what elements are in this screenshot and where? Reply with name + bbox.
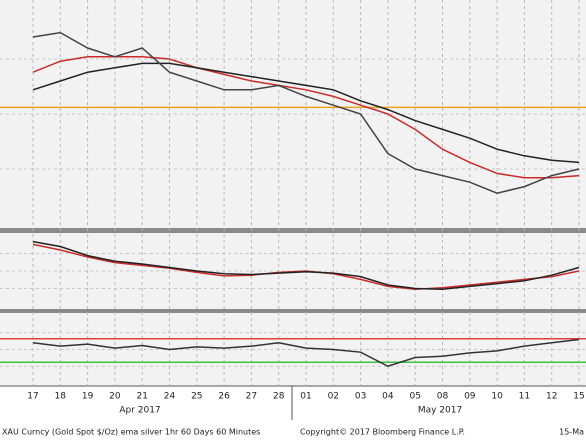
month-label: Apr 2017 — [119, 406, 160, 416]
footer-center: Copyright© 2017 Bloomberg Finance L.P. — [300, 428, 465, 437]
x-tick-label: 24 — [164, 392, 176, 402]
x-tick-label: 11 — [519, 392, 530, 402]
x-tick-label: 15 — [573, 392, 584, 402]
x-tick-label: 17 — [27, 392, 38, 402]
plot-background — [0, 0, 586, 386]
x-tick-label: 19 — [82, 392, 94, 402]
x-tick-label: 02 — [328, 392, 339, 402]
series-line — [32, 56, 580, 179]
x-tick-label: 09 — [464, 392, 476, 402]
x-tick-label: 25 — [191, 392, 202, 402]
x-tick-label: 03 — [355, 392, 366, 402]
panel-separator — [0, 309, 586, 313]
x-tick-label: 10 — [491, 392, 503, 402]
series-line — [32, 62, 580, 164]
x-tick-label: 26 — [218, 392, 230, 402]
series-line — [32, 31, 580, 194]
x-tick-label: 18 — [55, 392, 67, 402]
x-tick-label: 28 — [273, 392, 285, 402]
x-tick-label: 21 — [136, 392, 147, 402]
x-tick-label: 12 — [546, 392, 557, 402]
x-tick-label: 08 — [437, 392, 449, 402]
x-tick-label: 20 — [109, 392, 121, 402]
x-tick-label: 27 — [246, 392, 257, 402]
footer-left: XAU Curncy (Gold Spot $/Oz) ema silver 1… — [2, 428, 260, 437]
panel-separator — [0, 228, 586, 233]
series-line — [32, 240, 580, 290]
x-tick-label: 04 — [382, 392, 394, 402]
series-line — [32, 338, 580, 368]
footer-right: 15-Ma — [559, 428, 584, 437]
x-tick-label: 01 — [300, 392, 311, 402]
month-label: May 2017 — [418, 406, 462, 416]
x-tick-label: 05 — [409, 392, 420, 402]
